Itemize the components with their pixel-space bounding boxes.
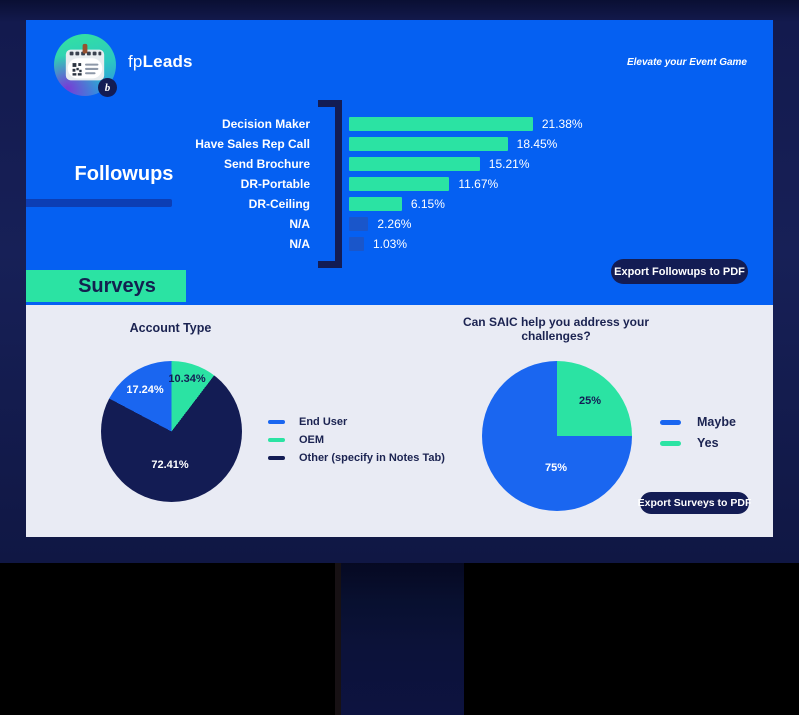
bar-value-label: 1.03%	[373, 237, 408, 251]
bar-category-label: Decision Maker	[221, 117, 310, 131]
saic-chart-title: Can SAIC help you address your challenge…	[462, 315, 650, 343]
bar-value-label: 15.21%	[488, 157, 530, 171]
brand-wordmark: fpLeads	[128, 52, 193, 72]
bar-category-label: DR-Portable	[240, 177, 310, 191]
fpleads-logo: b	[54, 34, 117, 97]
followups-section-title: Followups	[74, 163, 174, 185]
saic-pie-chart: 25% 75%	[482, 361, 632, 511]
followups-underline	[26, 199, 172, 207]
account-type-pie-chart: 17.24% 10.34% 72.41%	[101, 361, 242, 502]
saic-legend: Maybe Yes	[660, 415, 736, 450]
bar-value-label: 11.67%	[458, 177, 499, 191]
account-type-legend: End User OEM Other (specify in Notes Tab)	[268, 416, 445, 464]
surveys-panel: Account Type 17.24% 10.34% 72.41% End Us…	[26, 305, 773, 537]
bar-category-label: Send Brochure	[223, 157, 310, 171]
monitor-stand	[335, 563, 464, 715]
legend-color-dash	[660, 440, 681, 446]
legend-color-dash	[268, 438, 285, 442]
bar-row: 18.45%	[349, 137, 583, 151]
bar-category-label: DR-Ceiling	[248, 197, 310, 211]
bar-row: 21.38%	[349, 117, 583, 131]
bar-value-label: 18.45%	[516, 137, 558, 151]
export-followups-button[interactable]: Export Followups to PDF	[611, 259, 748, 284]
followups-bar-labels: Decision Maker Have Sales Rep Call Send Br…	[126, 117, 310, 251]
bar	[349, 117, 533, 131]
surveys-section-title: Surveys	[26, 270, 186, 302]
bar-row: 1.03%	[349, 237, 583, 251]
bar	[349, 177, 450, 191]
legend-color-dash	[268, 456, 285, 460]
bar	[349, 237, 364, 251]
bar-chart-bracket	[318, 100, 342, 268]
legend-label: Other (specify in Notes Tab)	[299, 452, 445, 464]
pie-slice-label-oem: 10.34%	[168, 373, 206, 385]
legend-color-dash	[660, 419, 681, 425]
bar	[349, 137, 508, 151]
brand-suffix: Leads	[142, 52, 193, 71]
logo-monogram-badge: b	[98, 78, 117, 97]
legend-item: Yes	[660, 436, 736, 450]
bar-row: 2.26%	[349, 217, 583, 231]
bar-row: 15.21%	[349, 157, 583, 171]
bar	[349, 217, 369, 231]
bar-category-label: N/A	[289, 237, 310, 251]
bar-row: 11.67%	[349, 177, 583, 191]
bar-category-label: N/A	[289, 217, 310, 231]
export-surveys-button[interactable]: Export Surveys to PDF	[638, 492, 751, 514]
legend-label: OEM	[299, 434, 325, 446]
legend-color-dash	[268, 420, 285, 424]
followups-bar-rows: 21.38% 18.45% 15.21% 11.67% 6.15% 2.26% 1.03%	[349, 117, 583, 251]
legend-item: Maybe	[660, 415, 736, 429]
account-type-chart-title: Account Type	[129, 321, 212, 335]
pie-slice-label-maybe: 75%	[544, 462, 568, 474]
tagline: Elevate your Event Game	[626, 57, 747, 68]
legend-item: End User	[268, 416, 445, 428]
legend-item: Other (specify in Notes Tab)	[268, 452, 445, 464]
legend-label: Yes	[697, 436, 719, 450]
dashboard-screen: b fpLeads Elevate your Event Game Follow…	[26, 20, 773, 537]
legend-label: Maybe	[697, 415, 736, 429]
legend-label: End User	[299, 416, 348, 428]
bar-value-label: 6.15%	[410, 197, 445, 211]
bar-value-label: 21.38%	[541, 117, 583, 131]
bar	[349, 197, 402, 211]
bar-row: 6.15%	[349, 197, 583, 211]
pie-slice-label-yes: 25%	[578, 395, 602, 407]
bar	[349, 157, 480, 171]
brand-prefix: fp	[128, 52, 143, 71]
bar-value-label: 2.26%	[377, 217, 412, 231]
legend-item: OEM	[268, 434, 445, 446]
pie-slice-label-end-user: 17.24%	[126, 384, 164, 396]
pie-slice-label-other: 72.41%	[151, 459, 189, 471]
bar-category-label: Have Sales Rep Call	[195, 137, 310, 151]
